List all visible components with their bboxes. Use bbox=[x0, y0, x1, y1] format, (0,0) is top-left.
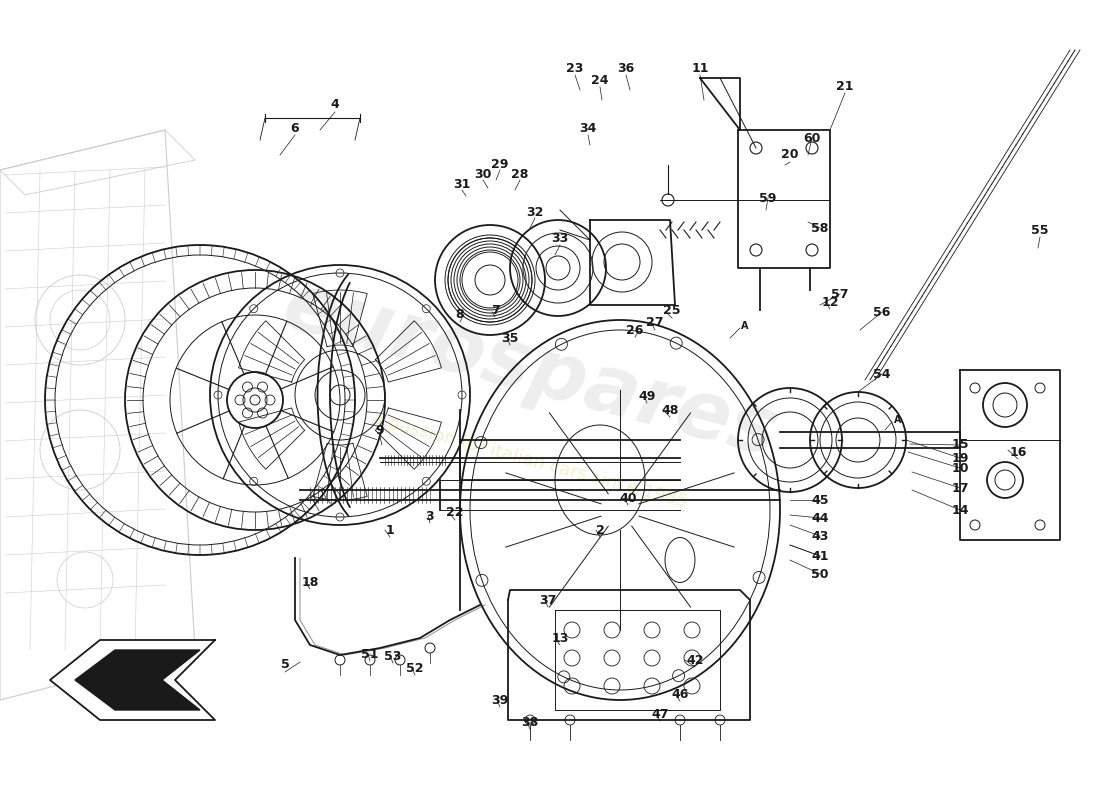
Text: 23: 23 bbox=[566, 62, 584, 74]
Text: 18: 18 bbox=[301, 575, 319, 589]
Text: 20: 20 bbox=[781, 149, 799, 162]
Text: 24: 24 bbox=[592, 74, 608, 86]
Polygon shape bbox=[75, 650, 200, 710]
Text: 29: 29 bbox=[492, 158, 508, 170]
Text: A: A bbox=[741, 321, 749, 331]
Text: 4: 4 bbox=[331, 98, 340, 111]
Text: 37: 37 bbox=[539, 594, 557, 606]
Text: 17: 17 bbox=[952, 482, 969, 494]
Text: a passion for italian cars since 1985: a passion for italian cars since 1985 bbox=[371, 409, 690, 511]
Text: 14: 14 bbox=[952, 503, 969, 517]
Text: eurospares: eurospares bbox=[274, 266, 785, 474]
Text: 46: 46 bbox=[671, 687, 689, 701]
Text: 54: 54 bbox=[873, 367, 891, 381]
Text: 8: 8 bbox=[455, 309, 464, 322]
Text: 47: 47 bbox=[651, 707, 669, 721]
Polygon shape bbox=[50, 640, 215, 720]
Text: 38: 38 bbox=[521, 715, 539, 729]
Text: 21: 21 bbox=[836, 79, 854, 93]
Text: 42: 42 bbox=[686, 654, 704, 666]
Text: 7: 7 bbox=[491, 303, 499, 317]
Text: 22: 22 bbox=[447, 506, 464, 519]
Text: 41: 41 bbox=[812, 550, 828, 562]
Text: 39: 39 bbox=[492, 694, 508, 706]
Text: 6: 6 bbox=[290, 122, 299, 134]
Text: 2: 2 bbox=[595, 523, 604, 537]
Text: 58: 58 bbox=[812, 222, 828, 234]
Text: 3: 3 bbox=[426, 510, 434, 522]
Text: 16: 16 bbox=[1010, 446, 1026, 458]
Text: 30: 30 bbox=[474, 167, 492, 181]
Text: 34: 34 bbox=[580, 122, 596, 134]
Text: 50: 50 bbox=[812, 567, 828, 581]
Text: 57: 57 bbox=[832, 287, 849, 301]
Text: 25: 25 bbox=[663, 303, 681, 317]
Text: 13: 13 bbox=[551, 631, 569, 645]
Text: 31: 31 bbox=[453, 178, 471, 190]
Text: 40: 40 bbox=[619, 491, 637, 505]
Text: 36: 36 bbox=[617, 62, 635, 74]
Text: 53: 53 bbox=[384, 650, 402, 662]
Text: 5: 5 bbox=[280, 658, 289, 671]
Text: 27: 27 bbox=[647, 315, 663, 329]
Text: 19: 19 bbox=[952, 451, 969, 465]
Text: 48: 48 bbox=[661, 403, 679, 417]
Text: 55: 55 bbox=[1032, 223, 1048, 237]
Text: 26: 26 bbox=[626, 323, 644, 337]
Text: 52: 52 bbox=[406, 662, 424, 674]
Text: 51: 51 bbox=[361, 647, 378, 661]
Text: 11: 11 bbox=[691, 62, 708, 74]
Text: 28: 28 bbox=[512, 167, 529, 181]
Text: 45: 45 bbox=[812, 494, 828, 506]
Text: 60: 60 bbox=[803, 131, 821, 145]
Text: 35: 35 bbox=[502, 331, 519, 345]
Text: 1: 1 bbox=[386, 523, 395, 537]
Text: 12: 12 bbox=[822, 295, 838, 309]
Text: 9: 9 bbox=[376, 423, 384, 437]
Text: 56: 56 bbox=[873, 306, 891, 318]
Text: 59: 59 bbox=[759, 191, 777, 205]
Text: 10: 10 bbox=[952, 462, 969, 474]
Text: 33: 33 bbox=[551, 231, 569, 245]
Text: 44: 44 bbox=[812, 511, 828, 525]
Text: 32: 32 bbox=[526, 206, 543, 218]
Text: 43: 43 bbox=[812, 530, 828, 542]
Text: 15: 15 bbox=[952, 438, 969, 451]
Text: 49: 49 bbox=[638, 390, 656, 402]
Text: A: A bbox=[894, 415, 902, 425]
